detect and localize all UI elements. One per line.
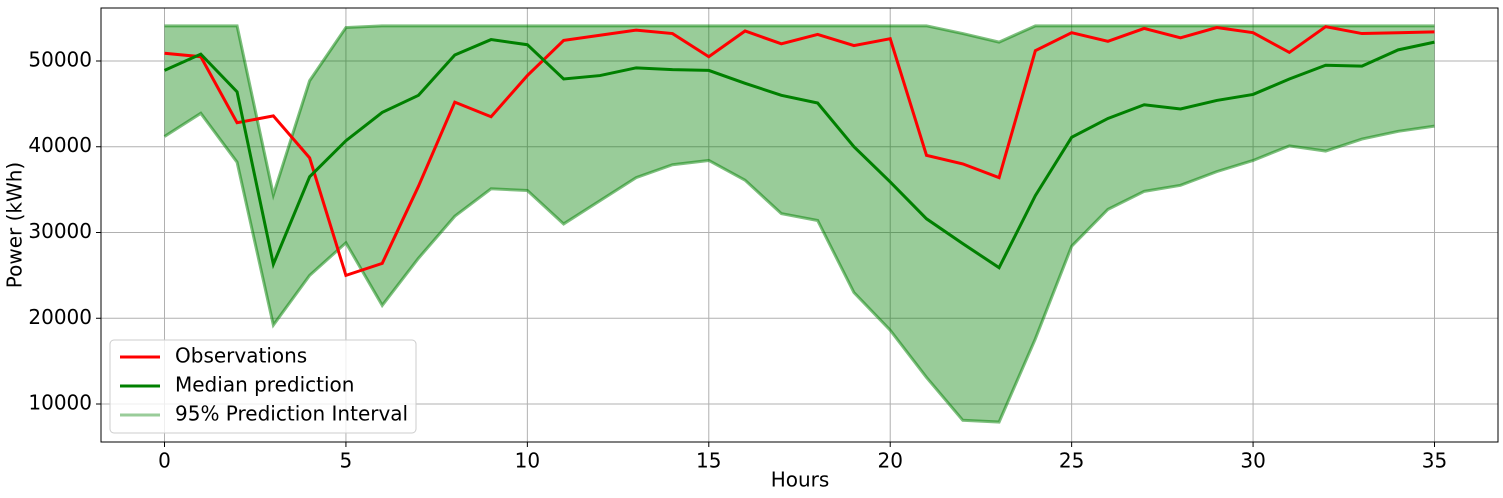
x-tick-label: 35 xyxy=(1422,449,1447,473)
x-tick-label: 25 xyxy=(1059,449,1084,473)
y-tick-label: 20000 xyxy=(28,305,92,329)
plot-frame xyxy=(100,7,1499,443)
legend-label: Observations xyxy=(175,344,307,368)
series-line xyxy=(163,38,1435,270)
x-tick-label: 0 xyxy=(158,449,171,473)
interval-edge xyxy=(163,111,1435,424)
y-tick-label: 40000 xyxy=(28,133,92,157)
x-tick-label: 15 xyxy=(696,449,721,473)
x-tick-label: 10 xyxy=(515,449,540,473)
y-axis-label: Power (kWh) xyxy=(3,162,27,288)
x-axis-label: Hours xyxy=(771,468,830,492)
legend: Observations Median prediction 95% Predict… xyxy=(109,339,417,434)
legend-box xyxy=(109,339,417,434)
y-tick-label: 30000 xyxy=(28,219,92,243)
x-tick-label: 20 xyxy=(877,449,902,473)
x-tick-label: 5 xyxy=(340,449,353,473)
x-tick-label: 30 xyxy=(1240,449,1265,473)
y-tick-label: 50000 xyxy=(28,47,92,71)
interval-edge xyxy=(164,24,1435,201)
legend-label: Median prediction xyxy=(175,373,354,397)
y-tick-label: 10000 xyxy=(28,391,92,415)
legend-label: 95% Prediction Interval xyxy=(175,402,408,426)
series-line xyxy=(164,25,1435,278)
prediction-interval xyxy=(164,25,1435,423)
